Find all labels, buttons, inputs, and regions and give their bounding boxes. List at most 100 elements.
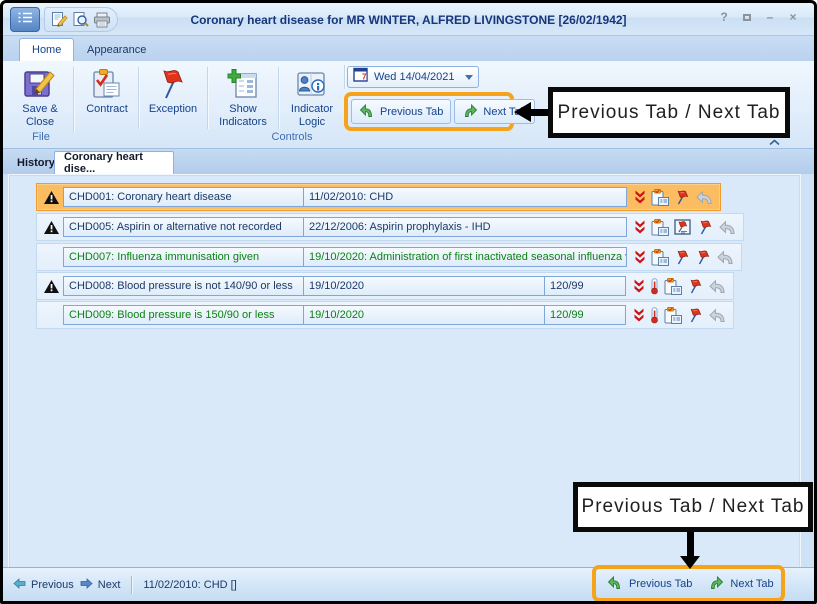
indicator-code-field[interactable]: CHD007: Influenza immunisation given [63,247,304,267]
indicator-logic-icon [296,66,328,100]
save-close-button[interactable]: Save & Close [11,64,69,132]
print-icon[interactable] [93,12,111,28]
application-menu-button[interactable] [10,7,40,32]
boxed-flag-icon[interactable] [674,219,692,235]
flag-icon[interactable] [674,249,690,265]
right-arrow-icon [80,577,93,592]
button-separator [207,67,208,129]
flag-icon[interactable] [674,189,690,205]
double-chevron-icon[interactable] [633,308,645,322]
exception-flag-icon [158,66,188,100]
button-separator [344,65,345,89]
previous-arrow-icon [359,102,375,121]
indicator-logic-label: Indicator Logic [290,103,334,128]
title-bar: Coronary heart disease for MR WINTER, AL… [3,3,814,36]
indicator-value-field[interactable]: 120/99 [544,305,626,325]
double-chevron-icon[interactable] [633,279,645,293]
tab-navigation-highlight: Previous Tab Next Tab [344,92,535,131]
row-action-icons [634,218,737,236]
indicator-detail-field[interactable]: 19/10/2020 [303,276,545,296]
indicator-logic-button[interactable]: Indicator Logic [282,64,342,132]
row-action-icons [634,188,714,206]
warning-icon [41,220,61,234]
flag-icon[interactable] [697,219,713,235]
indicator-row[interactable]: CHD009: Blood pressure is 150/90 or less… [36,301,734,329]
clipboard-icon[interactable] [664,277,682,295]
indicator-row[interactable]: CHD007: Influenza immunisation given 19/1… [36,243,742,271]
statusbar-separator [131,575,133,594]
flag-icon[interactable] [695,249,711,265]
show-indicators-button[interactable]: Show Indicators [211,64,275,132]
tab-coronary-heart-disease[interactable]: Coronary heart dise... [54,151,174,175]
indicator-detail-field[interactable]: 22/12/2006: Aspirin prophylaxis - IHD [303,217,627,237]
indicator-detail-field[interactable]: 19/10/2020 [303,305,545,325]
tab-appearance[interactable]: Appearance [87,43,147,56]
callout-bottom-arrowhead-icon [680,556,700,569]
indicator-code-field[interactable]: CHD009: Blood pressure is 150/90 or less [63,305,304,325]
undo-icon[interactable] [716,250,735,265]
double-chevron-icon[interactable] [634,190,646,204]
indicator-row[interactable]: CHD008: Blood pressure is not 140/90 or … [36,272,734,300]
indicator-code-field[interactable]: CHD008: Blood pressure is not 140/90 or … [63,276,304,296]
double-chevron-icon[interactable] [634,250,646,264]
next-record-button[interactable]: Next [80,577,120,592]
edit-report-icon[interactable] [51,11,68,28]
indicator-code-field[interactable]: CHD001: Coronary heart disease [63,187,304,207]
previous-tab-button-bottom[interactable]: Previous Tab [607,574,692,593]
save-close-label: Save & Close [22,103,58,128]
chevron-down-icon [465,74,473,80]
calendar-icon: 7 [353,67,369,87]
next-tab-button-bottom[interactable]: Next Tab [708,574,774,593]
previous-tab-button[interactable]: Previous Tab [351,99,452,124]
button-separator [138,67,139,129]
quick-access-toolbar [44,7,118,32]
indicator-detail-field[interactable]: 19/10/2020: Administration of first inac… [303,247,627,267]
clipboard-icon[interactable] [651,188,669,206]
left-arrow-icon [13,577,26,592]
thermometer-icon[interactable] [650,306,659,324]
warning-icon [41,190,61,204]
row-action-icons [634,248,735,266]
indicator-detail-field[interactable]: 11/02/2010: CHD [303,187,627,207]
tab-history[interactable]: History [17,156,55,169]
indicator-row[interactable]: CHD001: Coronary heart disease 11/02/2010… [36,183,721,211]
exception-button[interactable]: Exception [142,64,204,132]
group-separator [73,67,74,133]
previous-record-button[interactable]: Previous [13,577,74,592]
clipboard-icon[interactable] [651,248,669,266]
ribbon-tab-strip: Home Appearance [3,36,814,61]
group-label-controls: Controls [271,131,313,143]
callout-top-arrowhead-icon [514,102,531,122]
clipboard-icon[interactable] [651,218,669,236]
double-chevron-icon[interactable] [634,220,646,234]
minimize-icon[interactable]: – [766,10,774,24]
row-action-icons [633,306,727,324]
close-icon[interactable]: × [789,10,797,24]
menu-icon [17,11,33,29]
callout-top: Previous Tab / Next Tab [548,87,790,138]
date-picker[interactable]: 7 Wed 14/04/2021 [347,66,479,88]
next-arrow-icon [708,574,724,593]
indicator-row[interactable]: CHD005: Aspirin or alternative not recor… [36,213,744,241]
restore-icon[interactable] [740,9,754,25]
contract-icon [91,66,123,100]
undo-icon[interactable] [708,308,727,323]
tab-home[interactable]: Home [19,38,75,61]
contract-button[interactable]: Contract [79,64,135,132]
help-icon[interactable]: ? [720,10,728,24]
thermometer-icon[interactable] [650,277,659,295]
undo-icon[interactable] [708,279,727,294]
collapse-ribbon-chevron-icon[interactable] [769,133,780,151]
flag-icon[interactable] [687,278,703,294]
window-controls: ? – × [717,9,800,25]
undo-icon[interactable] [718,220,737,235]
print-preview-icon[interactable] [72,11,89,28]
indicator-value-field[interactable]: 120/99 [544,276,626,296]
indicator-code-field[interactable]: CHD005: Aspirin or alternative not recor… [63,217,304,237]
flag-icon[interactable] [687,307,703,323]
previous-tab-label: Previous Tab [629,577,693,590]
clipboard-icon[interactable] [664,306,682,324]
undo-icon[interactable] [695,190,714,205]
next-tab-label: Next Tab [730,577,774,590]
